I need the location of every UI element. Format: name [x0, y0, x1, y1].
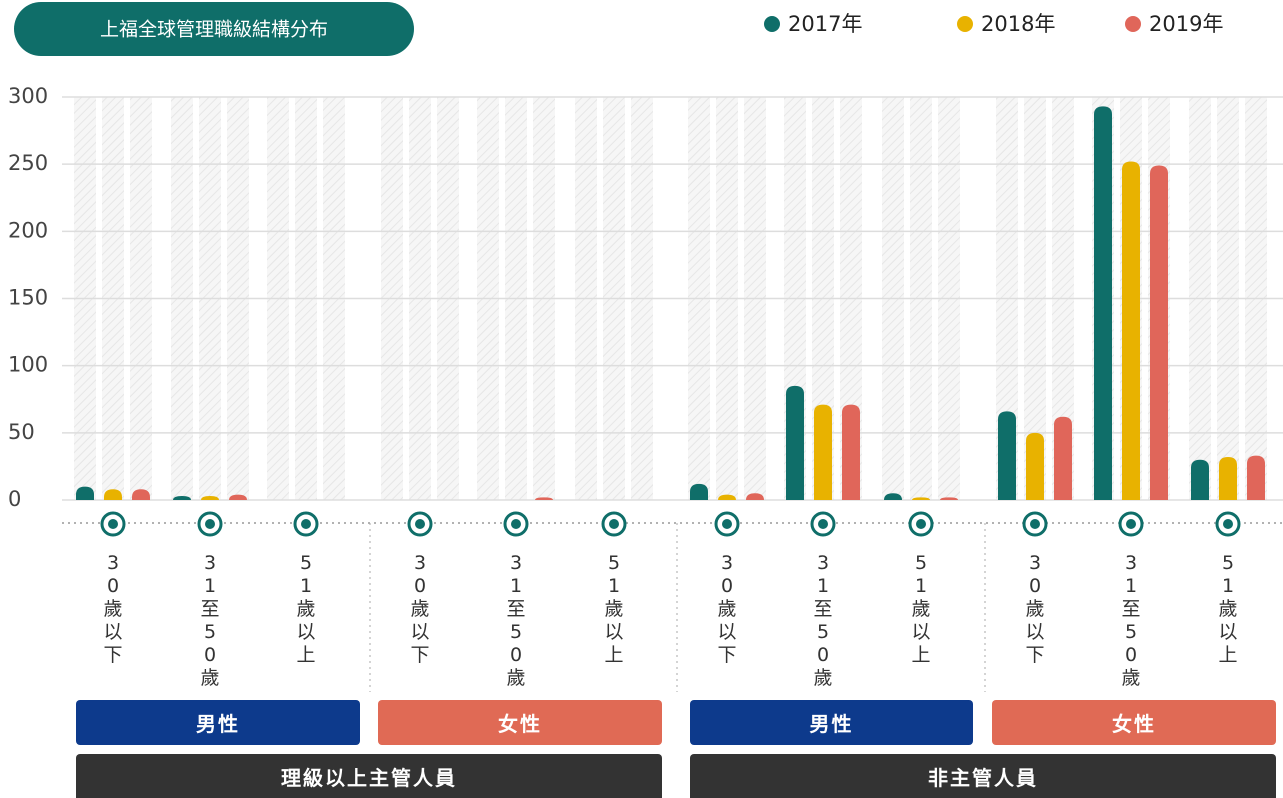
group-label: 女性 [992, 700, 1276, 745]
chart-title: 上福全球管理職級結構分布 [100, 19, 328, 41]
bar [842, 404, 860, 500]
category-marker-dot [511, 519, 521, 529]
category-marker-dot [916, 519, 926, 529]
bar [535, 497, 553, 500]
bar [104, 489, 122, 500]
x-tick-label: 51歲以上 [911, 552, 931, 666]
group-label: 男性 [690, 700, 973, 745]
y-tick-label: 0 [8, 487, 21, 511]
category-marker-dot [722, 519, 732, 529]
category-marker-dot [108, 519, 118, 529]
y-tick-label: 250 [8, 151, 48, 175]
bar [940, 497, 958, 500]
x-tick-label: 51歲以上 [604, 552, 624, 666]
bar [690, 483, 708, 500]
legend-dot [764, 16, 780, 32]
x-tick-label: 51歲以上 [1218, 552, 1238, 666]
x-tick-label: 51歲以上 [296, 552, 316, 666]
bar [173, 495, 191, 500]
bar [912, 497, 930, 500]
legend-dot [957, 16, 973, 32]
x-tick-label: 31至50歲 [1121, 552, 1141, 689]
x-tick-label: 30歲以下 [1025, 552, 1045, 666]
category-marker-dot [205, 519, 215, 529]
bar [1094, 106, 1112, 501]
bar [132, 489, 150, 500]
category-marker-dot [1126, 519, 1136, 529]
category-marker-dot [818, 519, 828, 529]
category-marker-dot [415, 519, 425, 529]
bar [718, 494, 736, 500]
legend-dot [1125, 16, 1141, 32]
x-tick-label: 31至50歲 [200, 552, 220, 689]
bar [201, 495, 219, 500]
bar [746, 493, 764, 500]
x-tick-label: 30歲以下 [103, 552, 123, 666]
section-label: 理級以上主管人員 [76, 754, 662, 798]
group-label: 男性 [76, 700, 360, 745]
bar [814, 404, 832, 500]
legend-label: 2019年 [1149, 12, 1223, 36]
bar [1191, 459, 1209, 500]
bar [786, 385, 804, 500]
legend-label: 2018年 [981, 12, 1055, 36]
category-marker-dot [1223, 519, 1233, 529]
x-tick-label: 30歲以下 [410, 552, 430, 666]
y-tick-label: 300 [8, 84, 48, 108]
y-tick-label: 200 [8, 218, 48, 242]
bar [998, 411, 1016, 500]
bar [1122, 161, 1140, 501]
title-pill [14, 2, 414, 56]
bar [1219, 457, 1237, 500]
group-label: 女性 [378, 700, 662, 745]
y-tick-label: 150 [8, 286, 48, 310]
bar [1054, 416, 1072, 500]
bar [1247, 455, 1265, 500]
category-marker-dot [609, 519, 619, 529]
category-marker-dot [1030, 519, 1040, 529]
bar [76, 486, 94, 500]
legend-label: 2017年 [788, 12, 862, 36]
bar [1026, 432, 1044, 500]
section-label: 非主管人員 [690, 754, 1276, 798]
x-tick-label: 30歲以下 [717, 552, 737, 666]
bar [229, 494, 247, 500]
bar [1150, 165, 1168, 500]
x-tick-label: 31至50歲 [506, 552, 526, 689]
y-tick-label: 50 [8, 420, 35, 444]
bar [884, 493, 902, 500]
x-tick-label: 31至50歲 [813, 552, 833, 689]
category-marker-dot [301, 519, 311, 529]
y-tick-label: 100 [8, 353, 48, 377]
